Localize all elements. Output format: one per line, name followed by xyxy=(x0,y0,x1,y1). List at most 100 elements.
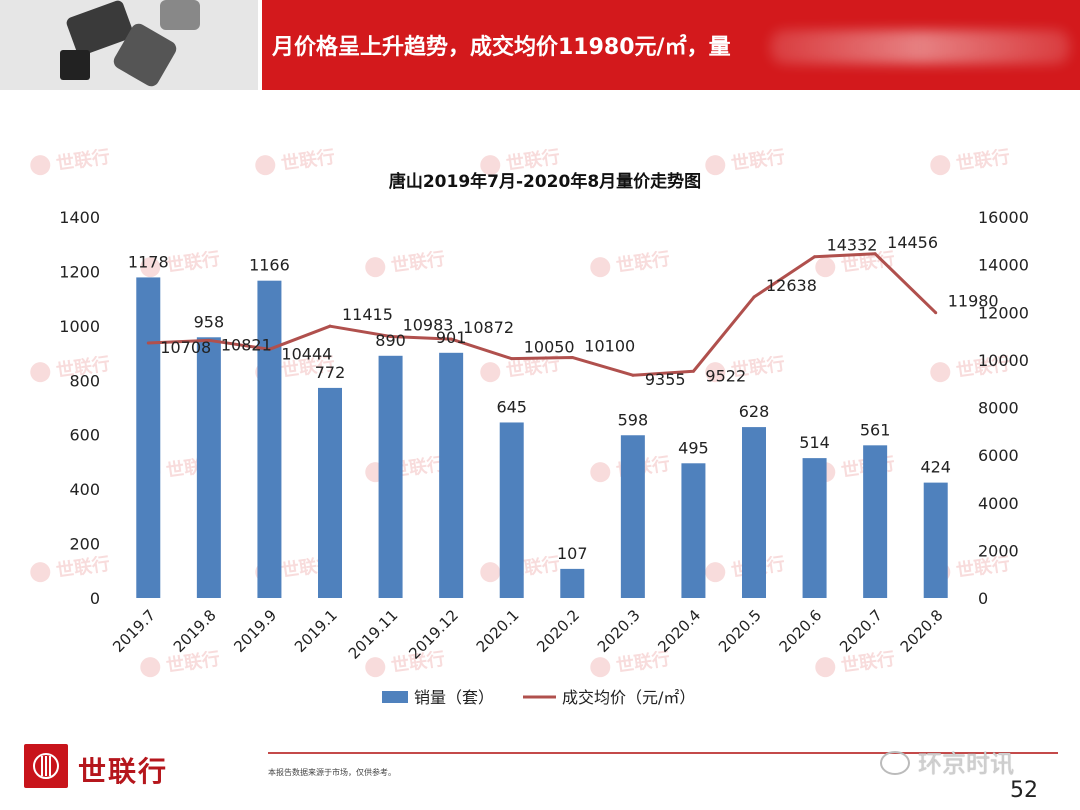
x-tick-label: 2020.8 xyxy=(897,606,947,656)
bar-value-label: 628 xyxy=(739,402,770,421)
line-point xyxy=(389,334,393,338)
line-point xyxy=(752,295,756,299)
bar-2019.9 xyxy=(257,280,282,598)
line-point xyxy=(873,252,877,256)
bar-series xyxy=(136,277,948,598)
y-right-tick-label: 6000 xyxy=(978,446,1019,465)
bar-value-label: 645 xyxy=(496,397,527,416)
slide-title: 月价格呈上升趋势，成交均价11980元/㎡，量 xyxy=(272,35,731,60)
header-blur xyxy=(770,30,1070,64)
x-tick-label: 2019.12 xyxy=(405,606,462,663)
y-left-tick-label: 1200 xyxy=(59,262,100,281)
x-tick-label: 2019.7 xyxy=(109,606,159,656)
x-tick-label: 2019.11 xyxy=(345,606,402,663)
y-left-tick-label: 400 xyxy=(69,480,100,499)
header-image xyxy=(0,0,258,90)
line-data-labels: 10708 10821 10444 11415 10983 10872 10050 10100… xyxy=(160,233,998,389)
bar-2019.8 xyxy=(196,337,221,598)
line-point xyxy=(813,255,817,259)
line-value-label: 14332 xyxy=(827,236,878,255)
bar-value-label: 1166 xyxy=(249,256,290,275)
price-volume-chart: 唐山2019年7月-2020年8月量价走势图 0 200 400 600 800 1000… xyxy=(59,171,1029,707)
footer-note: 本报告数据来源于市场，仅供参考。 xyxy=(268,768,396,777)
bar-2020.5 xyxy=(742,427,766,598)
line-point xyxy=(207,338,211,342)
y-left-tick-label: 600 xyxy=(69,426,100,445)
line-point xyxy=(146,341,150,345)
y-right-tick-label: 14000 xyxy=(978,256,1029,275)
y-right-tick-label: 16000 xyxy=(978,208,1029,227)
x-axis: 2019.7 2019.8 2019.9 2019.1 2019.11 2019.12 20… xyxy=(109,606,946,663)
line-value-label: 11980 xyxy=(948,292,999,311)
price-line xyxy=(148,252,937,377)
page-number: 52 xyxy=(1010,778,1038,803)
bar-2019.11 xyxy=(378,355,403,598)
line-series xyxy=(146,252,938,377)
y-left-tick-label: 1000 xyxy=(59,317,100,336)
bar-value-label: 561 xyxy=(860,420,891,439)
bar-value-label: 514 xyxy=(799,433,830,452)
bar-value-label: 1178 xyxy=(128,252,169,271)
bar-2019.12 xyxy=(439,352,464,598)
wechat-icon xyxy=(880,751,910,775)
legend: 销量（套） 成交均价（元/㎡） xyxy=(382,688,695,707)
bar-2019.7 xyxy=(136,277,161,598)
line-value-label: 14456 xyxy=(887,233,938,252)
y-left-tick-label: 200 xyxy=(69,535,100,554)
bar-value-label: 107 xyxy=(557,544,588,563)
chart-title: 唐山2019年7月-2020年8月量价走势图 xyxy=(389,171,701,192)
bar-value-label: 890 xyxy=(375,331,406,350)
x-tick-label: 2020.1 xyxy=(473,606,523,656)
y-left-tick-label: 800 xyxy=(69,371,100,390)
x-tick-label: 2020.7 xyxy=(836,606,886,656)
line-value-label: 10100 xyxy=(584,336,635,355)
line-value-label: 10872 xyxy=(463,318,514,337)
y-right-tick-label: 8000 xyxy=(978,399,1019,418)
bar-value-label: 772 xyxy=(315,363,346,382)
bar-value-label: 901 xyxy=(436,328,467,347)
line-value-label: 10821 xyxy=(221,335,272,354)
x-tick-label: 2020.5 xyxy=(715,606,765,656)
y-right-tick-label: 4000 xyxy=(978,494,1019,513)
bar-value-label: 598 xyxy=(618,410,649,429)
line-point xyxy=(328,324,332,328)
line-value-label: 12638 xyxy=(766,276,817,295)
x-tick-label: 2020.4 xyxy=(654,606,704,656)
y-axis-left: 0 200 400 600 800 1000 1200 1400 xyxy=(59,208,100,608)
y-right-tick-label: 12000 xyxy=(978,303,1029,322)
bar-data-labels: 1178 958 1166 772 890 901 645 107 598 495 628 514 56… xyxy=(128,252,951,562)
line-point xyxy=(934,311,938,315)
x-tick-label: 2020.6 xyxy=(776,606,826,656)
y-right-tick-label: 10000 xyxy=(978,351,1029,370)
bar-value-label: 958 xyxy=(194,312,225,331)
line-value-label: 10050 xyxy=(524,338,575,357)
bar-2020.8 xyxy=(923,482,948,598)
bar-2020.3 xyxy=(620,435,645,598)
line-point xyxy=(631,373,635,377)
y-right-tick-label: 2000 xyxy=(978,541,1019,560)
line-point xyxy=(267,347,271,351)
line-point xyxy=(510,357,514,361)
y-left-tick-label: 0 xyxy=(90,589,100,608)
line-value-label: 10708 xyxy=(160,338,211,357)
company-brand: 世联行 xyxy=(78,755,169,788)
wechat-account: 环京时讯 xyxy=(918,750,1014,778)
line-value-label: 9522 xyxy=(705,366,746,385)
line-value-label: 9355 xyxy=(645,370,686,389)
line-value-label: 11415 xyxy=(342,305,393,324)
bar-value-label: 495 xyxy=(678,438,709,457)
bar-2020.1 xyxy=(499,422,524,598)
company-logo-icon xyxy=(24,744,68,788)
bar-2020.2 xyxy=(560,568,585,598)
legend-label-bar: 销量（套） xyxy=(414,688,494,707)
bar-value-label: 424 xyxy=(920,458,951,477)
bar-2019.1 xyxy=(318,387,342,598)
legend-label-line: 成交均价（元/㎡） xyxy=(562,688,695,707)
line-value-label: 10444 xyxy=(281,344,332,363)
x-tick-label: 2020.2 xyxy=(533,606,583,656)
x-tick-label: 2020.3 xyxy=(594,606,644,656)
y-axis-right: 0 2000 4000 6000 8000 10000 12000 14000 16000 xyxy=(978,208,1029,608)
bar-2020.4 xyxy=(681,463,706,598)
x-tick-label: 2019.8 xyxy=(170,606,220,656)
line-point xyxy=(570,355,574,359)
